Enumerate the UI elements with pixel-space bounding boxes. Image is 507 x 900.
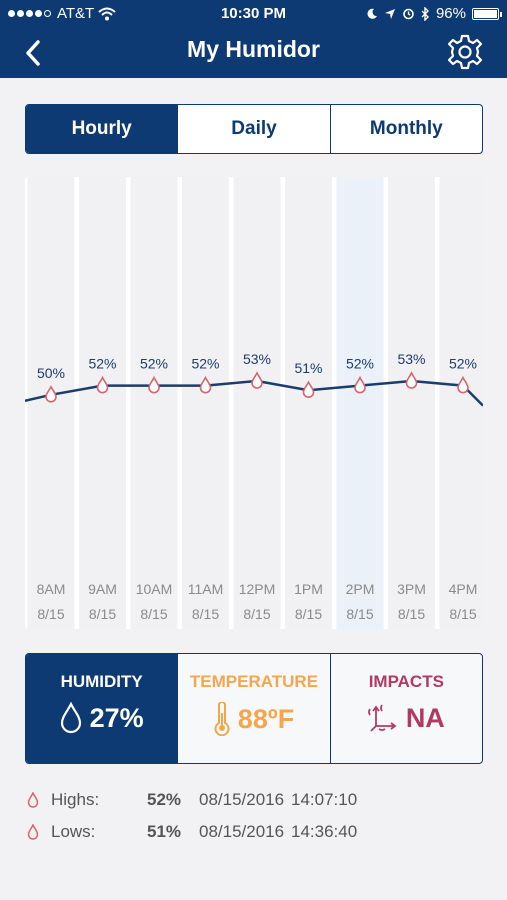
data-label: 52%: [191, 356, 219, 372]
impacts-value: NA: [405, 702, 445, 733]
data-label: 51%: [294, 360, 322, 376]
x-tick-label: 10AM: [136, 581, 173, 597]
chevron-left-icon: [26, 40, 40, 66]
battery-percent: 96%: [435, 5, 466, 22]
chart-column[interactable]: [233, 177, 281, 629]
chart-column[interactable]: [336, 177, 384, 629]
data-point[interactable]: [251, 371, 263, 389]
data-label: 52%: [140, 356, 168, 372]
data-point[interactable]: [199, 375, 212, 394]
chart-column[interactable]: [439, 177, 484, 629]
lows-value: 51%: [147, 822, 182, 841]
chart-column[interactable]: [79, 177, 126, 629]
impacts-label: IMPACTS: [368, 672, 444, 691]
page-title: My Humidor: [187, 36, 320, 62]
data-label: 53%: [397, 351, 425, 367]
humidity-value: 27%: [89, 702, 144, 733]
data-point[interactable]: [354, 375, 366, 394]
location-arrow-icon: [384, 8, 395, 19]
impacts-card[interactable]: IMPACTS NA: [331, 654, 482, 763]
x-tick-label: 3PM: [397, 581, 426, 597]
humidity-chart-svg: 50% 8AM 8/15 52% 9AM 8/15 52% 10AM 8/15 52% 11AM 8/…: [25, 177, 483, 629]
highs-date: 08/15/2016: [199, 790, 285, 809]
droplet-icon: [27, 824, 41, 840]
x-tick-label: 2PM: [346, 581, 375, 597]
data-label: 50%: [37, 365, 65, 381]
humidity-label: HUMIDITY: [60, 672, 143, 691]
x-tick-label: 11AM: [188, 581, 224, 597]
data-label: 52%: [449, 356, 477, 372]
settings-button[interactable]: [445, 32, 485, 72]
x-date-label: 8/15: [398, 606, 425, 622]
gear-icon: [447, 34, 483, 70]
x-date-label: 8/15: [192, 606, 219, 622]
data-point[interactable]: [302, 380, 315, 398]
highs-row: Highs: 52% 08/15/2016 14:07:10: [25, 788, 483, 812]
axes-icon: [367, 704, 397, 732]
status-bar: AT&T 10:30 PM 96%: [0, 0, 507, 28]
x-date-label: 8/15: [89, 606, 116, 622]
temperature-label: TEMPERATURE: [189, 672, 319, 691]
moon-icon: [367, 8, 377, 19]
highs-value: 52%: [147, 790, 182, 809]
x-date-label: 8/15: [37, 606, 64, 622]
data-label: 52%: [88, 356, 116, 372]
x-date-label: 8/15: [243, 606, 270, 622]
wifi-icon: [98, 7, 116, 20]
battery-icon: [472, 7, 502, 20]
data-point[interactable]: [405, 371, 418, 389]
chart-column[interactable]: [182, 177, 229, 629]
temperature-card[interactable]: TEMPERATURE 88ºF: [178, 654, 331, 763]
period-segmented-control: Hourly Daily Monthly: [25, 104, 483, 154]
x-tick-label: 8AM: [37, 581, 66, 597]
highs-label: Highs:: [51, 790, 100, 809]
alarm-icon: [403, 8, 414, 20]
bluetooth-icon: [421, 6, 429, 21]
lows-label: Lows:: [51, 822, 96, 841]
data-label: 53%: [243, 351, 271, 367]
droplet-icon: [60, 702, 81, 734]
humidity-card[interactable]: HUMIDITY 27%: [26, 654, 179, 763]
x-tick-label: 1PM: [294, 581, 323, 597]
status-right: 96%: [366, 5, 502, 22]
lows-time: 14:36:40: [291, 822, 358, 841]
temperature-value: 88ºF: [237, 703, 295, 734]
tab-hourly[interactable]: Hourly: [26, 105, 179, 153]
tab-daily[interactable]: Daily: [178, 105, 331, 153]
data-point[interactable]: [96, 375, 109, 394]
tab-monthly[interactable]: Monthly: [369, 118, 443, 139]
metric-cards: HUMIDITY 27% TEMPERATURE 88ºF IMPACTS: [25, 653, 483, 764]
droplet-icon: [27, 792, 41, 808]
thermometer-icon: [214, 702, 230, 736]
highs-time: 14:07:10: [291, 790, 358, 809]
signal-strength-icon: [8, 10, 51, 17]
lows-row: Lows: 51% 08/15/2016 14:36:40: [25, 820, 483, 844]
x-tick-label: 9AM: [88, 581, 117, 597]
chart-column[interactable]: [130, 177, 178, 629]
data-point[interactable]: [45, 385, 57, 403]
data-point[interactable]: [457, 375, 469, 394]
chart-column[interactable]: [388, 177, 435, 629]
x-tick-label: 12PM: [239, 581, 276, 597]
data-label: 52%: [346, 356, 374, 372]
x-date-label: 8/15: [449, 606, 476, 622]
status-time: 10:30 PM: [220, 5, 287, 22]
humidity-chart[interactable]: 50% 8AM 8/15 52% 9AM 8/15 52% 10AM 8/15 52% 11AM 8/…: [25, 177, 483, 629]
x-tick-label: 4PM: [449, 581, 478, 597]
x-date-label: 8/15: [140, 606, 167, 622]
carrier-name: AT&T: [57, 5, 95, 22]
status-left: AT&T: [8, 5, 116, 22]
navbar: My Humidor: [0, 28, 507, 78]
chart-column[interactable]: [27, 177, 75, 629]
x-date-label: 8/15: [295, 606, 322, 622]
back-button[interactable]: [16, 36, 50, 70]
chart-column[interactable]: [285, 177, 332, 629]
x-date-label: 8/15: [346, 606, 373, 622]
data-point[interactable]: [148, 375, 160, 394]
lows-date: 08/15/2016: [199, 822, 285, 841]
